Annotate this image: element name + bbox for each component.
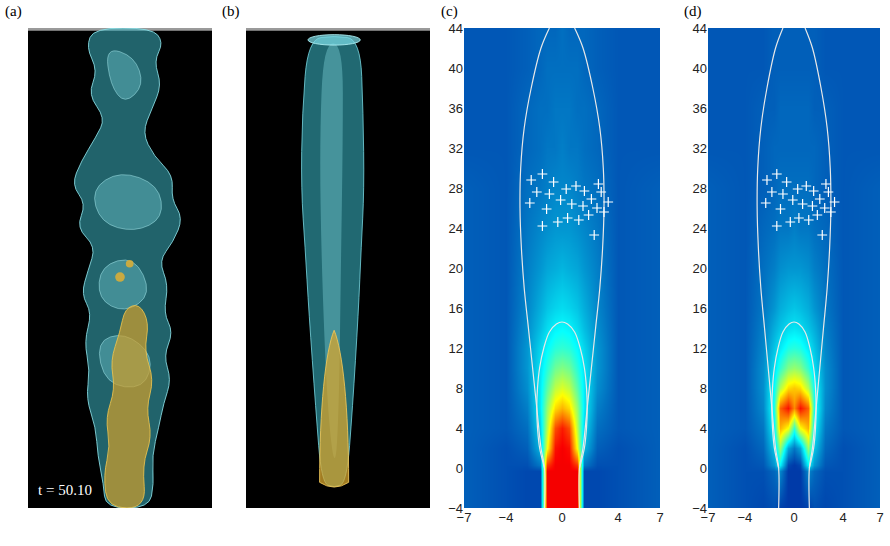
svg-text:(d): (d) [684, 3, 702, 20]
svg-text:24: 24 [449, 221, 463, 236]
svg-text:12: 12 [449, 341, 463, 356]
svg-text:4: 4 [456, 421, 463, 436]
svg-text:36: 36 [449, 101, 463, 116]
svg-text:7: 7 [876, 510, 883, 525]
svg-text:28: 28 [449, 181, 463, 196]
svg-text:20: 20 [693, 261, 707, 276]
svg-text:4: 4 [700, 421, 707, 436]
svg-text:44: 44 [449, 21, 463, 36]
svg-text:0: 0 [790, 510, 797, 525]
svg-text:−4: −4 [692, 501, 707, 516]
svg-text:0: 0 [456, 461, 463, 476]
svg-text:−4: −4 [448, 501, 463, 516]
svg-text:32: 32 [449, 141, 463, 156]
svg-text:4: 4 [614, 510, 621, 525]
svg-text:20: 20 [449, 261, 463, 276]
svg-text:40: 40 [449, 61, 463, 76]
svg-text:−7: −7 [701, 510, 716, 525]
svg-text:16: 16 [449, 301, 463, 316]
svg-text:t = 50.10: t = 50.10 [38, 482, 92, 498]
svg-text:12: 12 [693, 341, 707, 356]
svg-text:8: 8 [700, 381, 707, 396]
svg-text:(c): (c) [441, 3, 458, 20]
svg-text:8: 8 [456, 381, 463, 396]
svg-text:44: 44 [693, 21, 707, 36]
svg-text:−4: −4 [737, 510, 752, 525]
svg-text:16: 16 [693, 301, 707, 316]
svg-text:0: 0 [700, 461, 707, 476]
svg-text:(b): (b) [222, 3, 240, 20]
svg-text:24: 24 [693, 221, 707, 236]
svg-text:4: 4 [840, 510, 847, 525]
svg-text:(a): (a) [5, 3, 22, 20]
svg-text:32: 32 [693, 141, 707, 156]
svg-text:7: 7 [656, 510, 663, 525]
svg-text:−4: −4 [499, 510, 514, 525]
svg-text:28: 28 [693, 181, 707, 196]
svg-text:40: 40 [693, 61, 707, 76]
svg-text:0: 0 [558, 510, 565, 525]
svg-text:36: 36 [693, 101, 707, 116]
svg-text:−7: −7 [457, 510, 472, 525]
